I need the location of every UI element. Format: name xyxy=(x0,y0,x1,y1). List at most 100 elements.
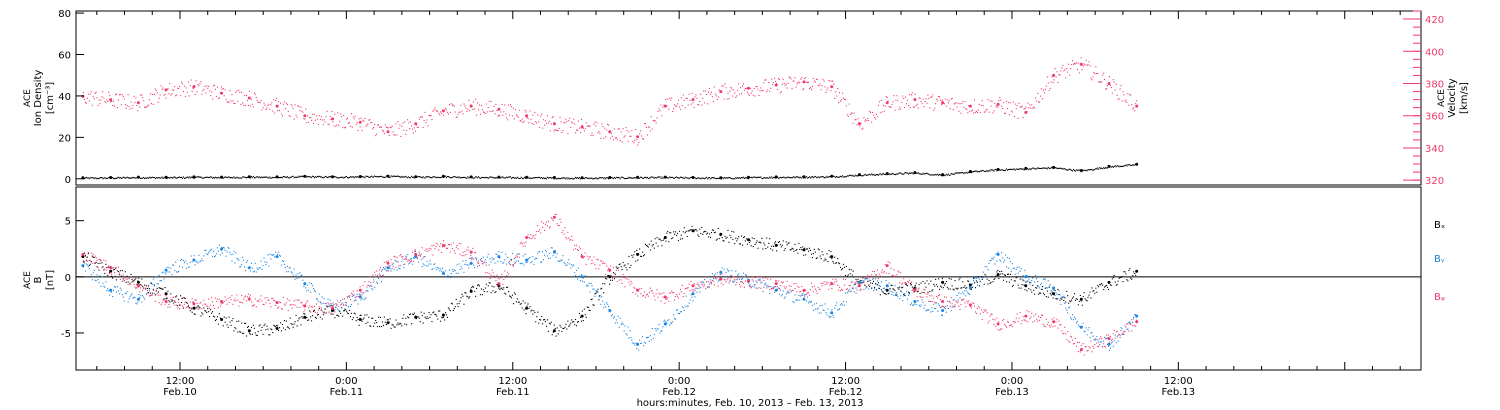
velocity-sample xyxy=(959,103,961,105)
bx-sample xyxy=(1108,281,1110,283)
density-sample xyxy=(391,175,393,177)
density-sample xyxy=(216,177,218,179)
by-sample xyxy=(96,274,98,276)
velocity-sample xyxy=(987,99,989,101)
bx-sample xyxy=(639,248,641,250)
velocity-sample xyxy=(887,100,889,102)
bx-sample xyxy=(958,279,960,281)
density-sample xyxy=(399,176,401,178)
bx-sample xyxy=(361,320,363,322)
velocity-sample xyxy=(100,99,102,101)
density-sample xyxy=(343,177,345,179)
density-sample xyxy=(802,176,804,178)
bx-sample xyxy=(808,250,810,252)
bx-sample xyxy=(445,314,447,316)
velocity-sample xyxy=(710,93,712,95)
velocity-sample xyxy=(215,95,217,97)
by-sample xyxy=(346,302,348,304)
density-sample xyxy=(252,175,254,177)
by-sample xyxy=(671,323,673,325)
bx-sample xyxy=(348,309,350,311)
by-sample xyxy=(625,333,627,335)
by-sample xyxy=(822,309,824,311)
by-sample xyxy=(560,259,562,261)
by-sample xyxy=(852,288,854,290)
velocity-sample xyxy=(379,126,381,128)
density-sample xyxy=(247,176,249,178)
density-sample xyxy=(522,178,524,180)
velocity-sample xyxy=(523,120,525,122)
velocity-sample xyxy=(486,111,488,113)
density-sample xyxy=(979,170,981,172)
by-sample xyxy=(601,296,603,298)
by-sample xyxy=(280,264,282,266)
velocity-sample xyxy=(841,99,843,101)
velocity-sample xyxy=(896,95,898,97)
by-sample xyxy=(658,323,660,325)
density-sample xyxy=(117,176,119,178)
bx-sample xyxy=(1000,273,1002,275)
velocity-point xyxy=(164,88,168,92)
bx-sample xyxy=(468,297,470,299)
by-sample xyxy=(448,269,450,271)
bx-sample xyxy=(264,323,266,325)
density-sample xyxy=(1075,169,1077,171)
velocity-sample xyxy=(806,81,808,83)
bx-sample xyxy=(454,306,456,308)
by-sample xyxy=(164,272,166,274)
by-sample xyxy=(876,280,878,282)
by-sample xyxy=(588,282,590,284)
velocity-sample xyxy=(693,107,695,109)
bx-sample xyxy=(980,276,982,278)
density-sample xyxy=(369,176,371,178)
by-sample xyxy=(570,267,572,269)
velocity-sample xyxy=(495,103,497,105)
density-sample xyxy=(720,178,722,180)
bz-sample xyxy=(293,300,295,302)
by-sample xyxy=(455,272,457,274)
bx-sample xyxy=(692,229,694,231)
plasma-density-points xyxy=(81,162,1139,180)
bx-sample xyxy=(388,321,390,323)
density-sample xyxy=(978,171,980,173)
velocity-sample xyxy=(503,111,505,113)
velocity-sample xyxy=(152,103,154,105)
bx-sample xyxy=(1022,279,1024,281)
velocity-sample xyxy=(1011,111,1013,113)
velocity-sample xyxy=(340,113,342,115)
by-sample xyxy=(121,294,123,296)
velocity-sample xyxy=(699,100,701,102)
velocity-sample xyxy=(949,108,951,110)
density-sample xyxy=(410,177,412,179)
bz-sample xyxy=(385,261,387,263)
by-sample xyxy=(277,253,279,255)
by-sample xyxy=(396,269,398,271)
density-sample xyxy=(183,177,185,179)
velocity-sample xyxy=(681,105,683,107)
density-sample xyxy=(1103,167,1105,169)
by-sample xyxy=(152,278,154,280)
velocity-sample xyxy=(1068,63,1070,65)
bx-sample xyxy=(992,281,994,283)
bx-sample xyxy=(583,308,585,310)
bx-sample xyxy=(238,320,240,322)
density-sample xyxy=(735,177,737,179)
by-sample xyxy=(428,263,430,265)
bz-sample xyxy=(364,281,366,283)
velocity-sample xyxy=(435,109,437,111)
bx-sample xyxy=(865,278,867,280)
by-sample xyxy=(137,301,139,303)
density-sample xyxy=(314,176,316,178)
bx-sample xyxy=(1034,293,1036,295)
velocity-sample xyxy=(836,95,838,97)
bx-sample xyxy=(211,312,213,314)
density-sample xyxy=(223,177,225,179)
density-sample xyxy=(622,177,624,179)
by-sample xyxy=(512,264,514,266)
bx-sample xyxy=(362,318,364,320)
by-sample xyxy=(168,267,170,269)
density-sample xyxy=(1111,165,1113,167)
bx-sample xyxy=(400,323,402,325)
bx-sample xyxy=(874,286,876,288)
